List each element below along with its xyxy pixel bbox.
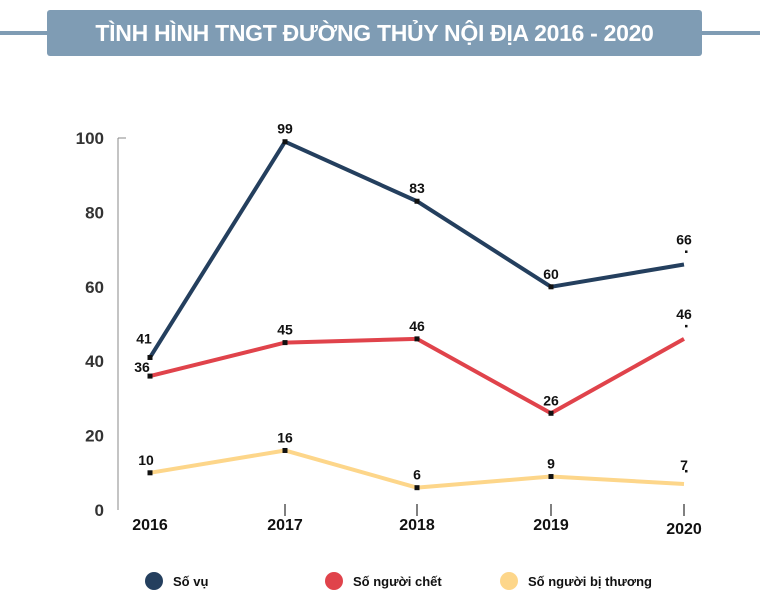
chart-title: TÌNH HÌNH TNGT ĐƯỜNG THỦY NỘI ĐỊA 2016 -…: [47, 10, 702, 56]
data-label: 46: [676, 306, 692, 322]
y-tick-label: 0: [95, 501, 104, 520]
data-point: [685, 469, 688, 473]
data-point: [147, 470, 153, 476]
title-rule-left: [0, 31, 50, 35]
x-tick-label: 2020: [666, 521, 702, 538]
data-point: [282, 139, 288, 145]
title-rule-right: [700, 31, 760, 35]
data-label: 46: [409, 318, 425, 334]
data-label: 83: [409, 180, 425, 196]
data-point: [147, 373, 153, 379]
data-label: 7: [680, 457, 688, 473]
legend-swatch: [500, 572, 518, 590]
data-point: [147, 354, 153, 360]
x-tick-label: 2018: [399, 517, 435, 534]
data-point: [685, 324, 688, 328]
legend-label: Số người bị thương: [528, 573, 652, 589]
data-label: 26: [543, 392, 559, 408]
y-tick-label: 40: [85, 352, 104, 371]
x-tick-label: 2016: [132, 517, 168, 534]
data-point: [282, 447, 288, 453]
data-label: 6: [413, 467, 421, 483]
data-label: 99: [277, 121, 293, 137]
x-tick-label: 2017: [267, 517, 303, 534]
series-line: [149, 336, 685, 416]
data-point: [282, 340, 288, 346]
legend-swatch: [325, 572, 343, 590]
legend-label: Số vụ: [173, 573, 209, 589]
data-point: [414, 336, 420, 342]
legend-label: Số người chết: [353, 573, 442, 589]
data-label: 36: [134, 359, 150, 375]
data-label: 9: [547, 456, 555, 472]
legend-item: Số người chết: [325, 572, 442, 590]
y-tick-label: 20: [85, 427, 104, 446]
data-point: [685, 250, 688, 253]
data-label: 41: [136, 330, 152, 346]
data-label: 66: [676, 231, 692, 247]
y-tick-label: 80: [85, 203, 104, 222]
data-point: [548, 410, 554, 416]
legend-item: Số người bị thương: [500, 572, 652, 590]
data-label: 60: [543, 266, 559, 282]
legend-item: Số vụ: [145, 572, 208, 590]
data-label: 45: [277, 322, 293, 338]
data-point: [548, 474, 554, 480]
y-tick-label: 60: [85, 278, 104, 297]
x-tick-label: 2019: [533, 517, 569, 534]
legend-swatch: [145, 572, 163, 590]
data-label: 16: [277, 429, 293, 445]
y-tick-label: 100: [76, 129, 104, 148]
data-point: [414, 198, 420, 204]
data-point: [548, 284, 554, 290]
data-point: [414, 485, 420, 491]
data-label: 10: [138, 452, 154, 468]
